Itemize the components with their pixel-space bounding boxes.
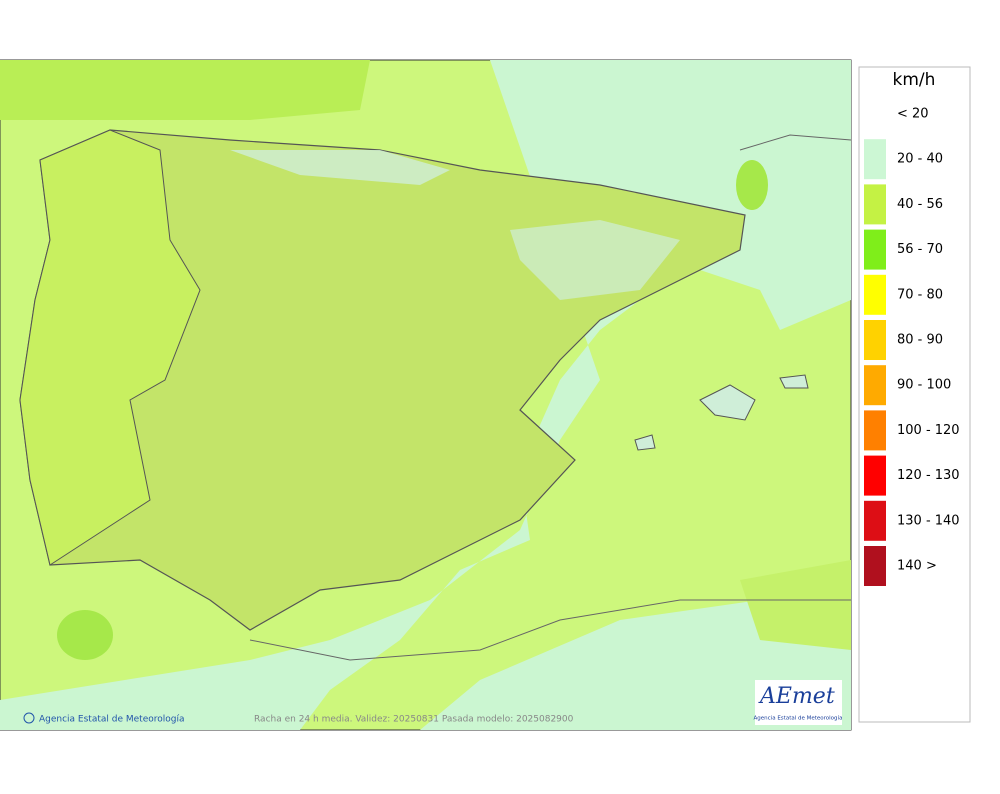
portugal — [19, 129, 201, 566]
map-shapes — [0, 60, 852, 730]
calm-area — [510, 220, 680, 300]
legend-swatch — [864, 184, 886, 225]
mallorca — [699, 384, 756, 421]
logo-box — [755, 680, 842, 725]
legend-title: km/h — [893, 70, 936, 90]
legend-swatch — [864, 229, 886, 270]
africa-coast — [249, 599, 851, 661]
calm-area — [230, 150, 450, 185]
credit: Agencia Estatal de Meteorología — [39, 715, 185, 725]
logo-subtitle: Agencia Estatal de Meteorología — [754, 715, 843, 722]
wind-area — [57, 610, 113, 660]
legend-swatch — [864, 274, 886, 315]
ibiza — [634, 434, 656, 451]
legend-swatch — [864, 500, 886, 541]
legend-swatch — [864, 410, 886, 451]
legend-label: 140 > — [897, 559, 937, 574]
legend-swatch — [864, 320, 886, 360]
legend-label: 56 - 70 — [897, 242, 943, 257]
wind-area — [736, 160, 768, 210]
france-coast — [739, 134, 852, 151]
menorca — [779, 374, 809, 389]
legend-swatch — [864, 365, 886, 406]
legend-swatch — [864, 455, 886, 496]
legend-label: < 20 — [897, 107, 929, 122]
legend-label: 70 - 80 — [897, 287, 943, 302]
legend-label: 20 - 40 — [897, 152, 943, 167]
legend-label: 90 - 100 — [897, 378, 951, 393]
wind-area — [0, 60, 370, 120]
legend-label: 120 - 130 — [897, 468, 960, 483]
legend-label: 80 - 90 — [897, 333, 943, 348]
legend-swatch — [864, 139, 886, 180]
legend-label: 40 - 56 — [897, 197, 943, 212]
legend-swatch — [864, 546, 886, 586]
sea-wind-area — [740, 560, 851, 650]
copyright-icon — [23, 712, 35, 724]
logo-name: AEmet — [758, 684, 835, 709]
legend-label: 130 - 140 — [897, 513, 960, 528]
legend-label: 100 - 120 — [897, 423, 960, 438]
sea-calm-area — [420, 560, 851, 730]
caption: Racha en 24 h media. Validez: 20250831 P… — [254, 715, 574, 725]
